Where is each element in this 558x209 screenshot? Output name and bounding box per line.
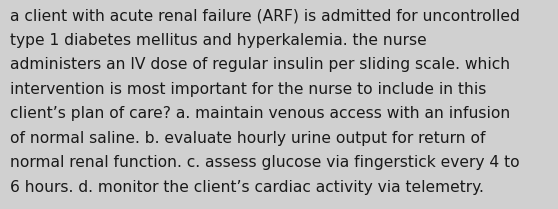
Text: of normal saline. b. evaluate hourly urine output for return of: of normal saline. b. evaluate hourly uri… bbox=[10, 131, 485, 146]
Text: administers an IV dose of regular insulin per sliding scale. which: administers an IV dose of regular insuli… bbox=[10, 57, 510, 72]
Text: a client with acute renal failure (ARF) is admitted for uncontrolled: a client with acute renal failure (ARF) … bbox=[10, 8, 520, 23]
Text: client’s plan of care? a. maintain venous access with an infusion: client’s plan of care? a. maintain venou… bbox=[10, 106, 511, 121]
Text: type 1 diabetes mellitus and hyperkalemia. the nurse: type 1 diabetes mellitus and hyperkalemi… bbox=[10, 33, 427, 48]
Text: intervention is most important for the nurse to include in this: intervention is most important for the n… bbox=[10, 82, 487, 97]
Text: 6 hours. d. monitor the client’s cardiac activity via telemetry.: 6 hours. d. monitor the client’s cardiac… bbox=[10, 180, 484, 195]
Text: normal renal function. c. assess glucose via fingerstick every 4 to: normal renal function. c. assess glucose… bbox=[10, 155, 519, 170]
